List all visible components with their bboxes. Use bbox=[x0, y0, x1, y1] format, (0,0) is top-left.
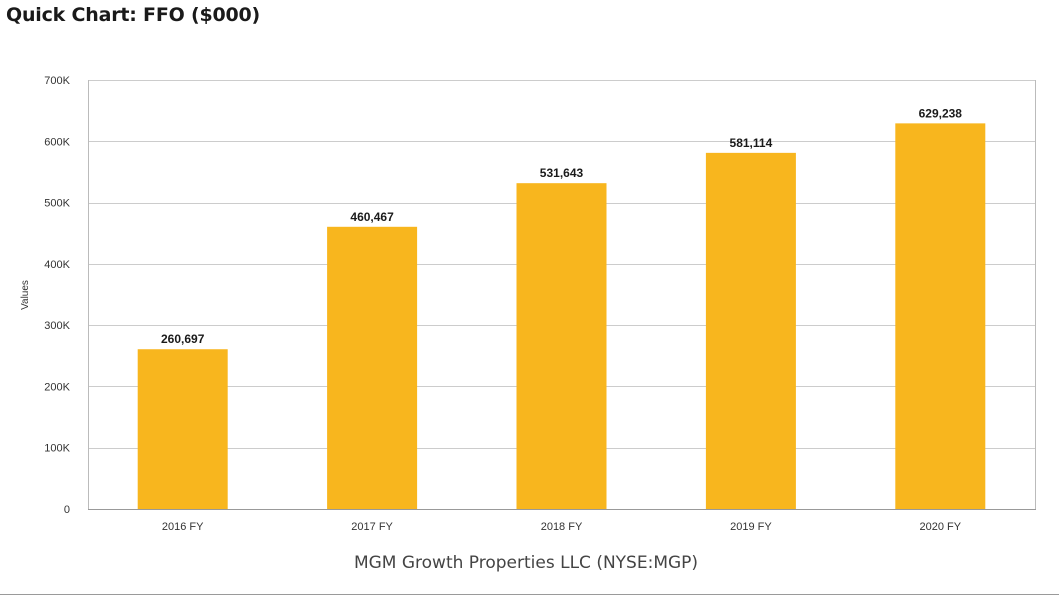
y-tick-label: 200K bbox=[44, 381, 70, 393]
x-tick-label: 2020 FY bbox=[920, 521, 962, 533]
y-tick-label: 600K bbox=[44, 136, 70, 148]
y-tick-label: 400K bbox=[44, 259, 70, 271]
bar-2017-fy bbox=[327, 226, 418, 510]
bar-2019-fy bbox=[705, 152, 796, 509]
y-axis-ticks: 0 100K 200K 300K 400K 500K 600K 700K bbox=[44, 75, 70, 516]
bar-2018-fy bbox=[516, 183, 607, 510]
plot-frame bbox=[88, 80, 1036, 510]
y-tick-label: 700K bbox=[44, 75, 70, 87]
x-axis-ticks: 2016 FY 2017 FY 2018 FY 2019 FY 2020 FY bbox=[162, 521, 962, 533]
y-tick-label: 500K bbox=[44, 198, 70, 210]
bars bbox=[137, 123, 986, 510]
x-tick-label: 2018 FY bbox=[541, 521, 583, 533]
bar-2020-fy bbox=[895, 123, 986, 509]
y-axis-label: Values bbox=[20, 280, 31, 310]
data-labels: 260,697 460,467 531,643 581,114 629,238 bbox=[161, 106, 962, 346]
page-title: Quick Chart: FFO ($000) bbox=[6, 4, 261, 26]
y-tick-label: 0 bbox=[64, 504, 70, 516]
data-label: 531,643 bbox=[540, 166, 584, 180]
y-tick-label: 300K bbox=[44, 320, 70, 332]
data-label: 260,697 bbox=[161, 332, 205, 346]
x-tick-label: 2017 FY bbox=[351, 521, 393, 533]
x-tick-label: 2016 FY bbox=[162, 521, 204, 533]
x-tick-label: 2019 FY bbox=[730, 521, 772, 533]
bottom-divider bbox=[0, 594, 1059, 595]
data-label: 581,114 bbox=[730, 136, 773, 150]
data-label: 629,238 bbox=[919, 106, 963, 120]
data-label: 460,467 bbox=[350, 210, 394, 224]
y-tick-label: 100K bbox=[44, 443, 70, 455]
x-axis-label: MGM Growth Properties LLC (NYSE:MGP) bbox=[354, 553, 698, 573]
bar-2016-fy bbox=[137, 349, 228, 509]
